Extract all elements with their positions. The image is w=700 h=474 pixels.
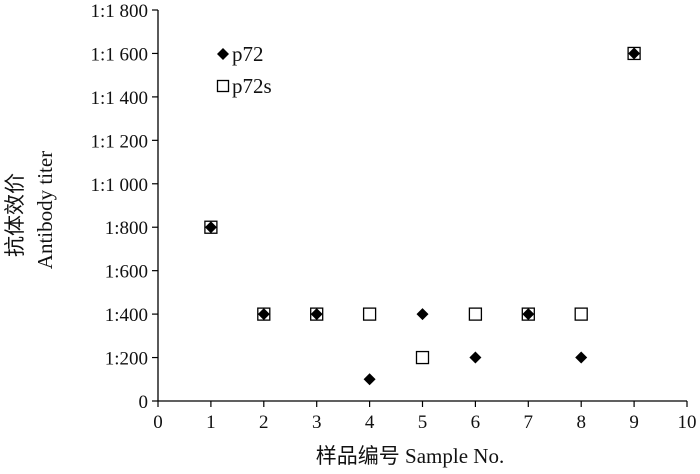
x-axis-ticks: 0 1 2 3 4 5 6 7 8 9 10 (153, 401, 697, 433)
legend-label-p72: p72 (232, 42, 264, 66)
y-tick-label: 1:600 (105, 262, 148, 283)
x-tick-label: 9 (629, 412, 639, 433)
y-tick-label: 1:800 (105, 218, 148, 239)
point-p72-sample-9 (628, 47, 641, 60)
point-p72s-sample-6 (468, 307, 483, 321)
legend-square-icon (216, 79, 230, 93)
x-tick-label: 10 (678, 412, 697, 433)
point-p72-sample-2 (257, 308, 270, 321)
legend-diamond-icon (217, 48, 229, 60)
y-tick-label: 1:1 000 (90, 175, 148, 196)
y-tick-label: 1:1 800 (90, 1, 148, 22)
y-tick-label: 1:400 (105, 305, 148, 326)
point-p72-sample-3 (310, 308, 323, 321)
point-p72-sample-5 (416, 308, 429, 321)
y-axis-title-english: Antibody titer (33, 151, 57, 269)
y-tick-label: 1:1 200 (90, 131, 148, 152)
x-tick-label: 4 (365, 412, 375, 433)
x-tick-label: 5 (418, 412, 428, 433)
x-axis-title: 样品编号 Sample No. (316, 444, 504, 468)
x-tick-label: 8 (576, 412, 586, 433)
point-p72s-sample-8 (574, 307, 588, 321)
point-p72s-sample-5 (415, 350, 430, 365)
point-p72-sample-1 (204, 221, 217, 234)
y-axis-title: 抗体效价 Antibody titer (3, 151, 57, 269)
x-tick-label: 1 (206, 412, 216, 433)
y-tick-label: 1:1 600 (90, 44, 148, 65)
point-p72-sample-8 (575, 351, 588, 364)
point-p72-sample-6 (469, 351, 482, 364)
point-p72s-sample-4 (362, 307, 377, 321)
y-axis-ticks: 0 1:200 1:400 1:600 1:800 1:1 000 1:1 200 1:1 4… (90, 1, 158, 413)
legend: p72 p72s (216, 42, 272, 98)
point-p72-sample-4 (363, 373, 376, 386)
x-tick-label: 7 (524, 412, 534, 433)
x-tick-label: 2 (259, 412, 269, 433)
y-tick-label: 0 (139, 392, 149, 413)
legend-item-p72: p72 (217, 42, 264, 66)
axes (157, 10, 687, 402)
legend-label-p72s: p72s (232, 74, 272, 98)
point-p72-sample-7 (522, 308, 535, 321)
x-tick-label: 6 (471, 412, 481, 433)
y-axis-title-chinese: 抗体效价 (3, 173, 27, 257)
y-tick-label: 1:1 400 (90, 88, 148, 109)
y-tick-label: 1:200 (105, 349, 148, 370)
data-marks (204, 46, 641, 386)
x-tick-label: 0 (153, 412, 163, 433)
x-tick-label: 3 (312, 412, 322, 433)
legend-item-p72s: p72s (216, 74, 272, 98)
